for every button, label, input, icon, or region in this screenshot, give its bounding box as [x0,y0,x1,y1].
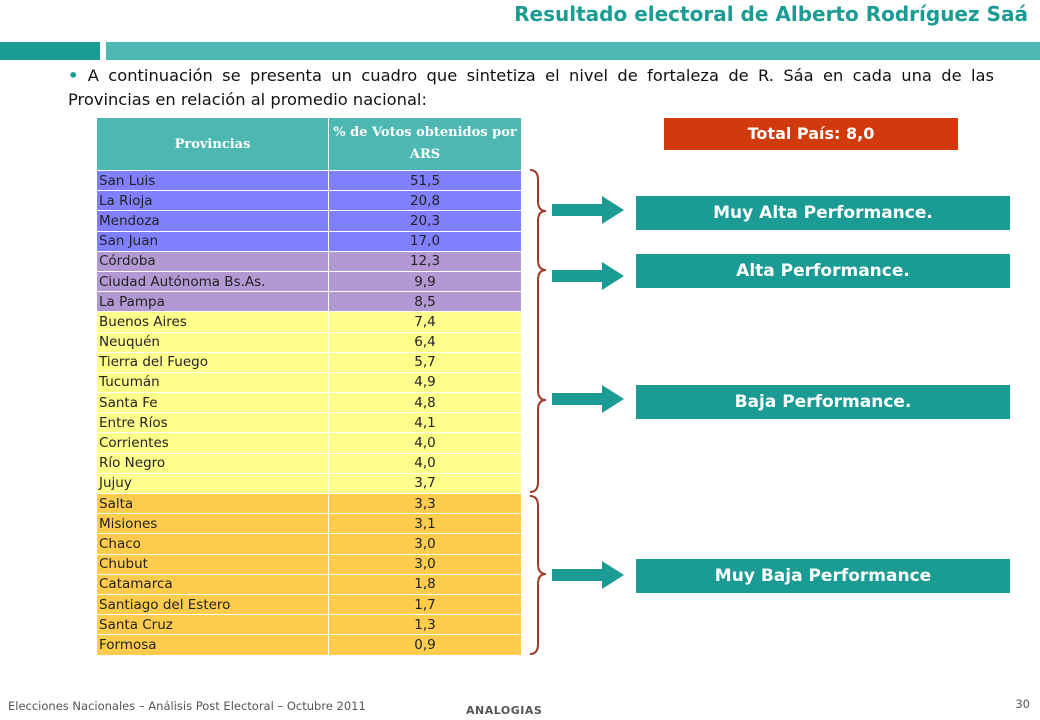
vote-percent-cell: 20,8 [328,190,522,212]
page-number: 30 [1015,697,1030,711]
arrow-right-icon [552,561,624,589]
table-header-row: Provincias % de Votos obtenidos por ARS [96,117,522,171]
arrow-right-icon [552,385,624,413]
table-row: Jujuy 3,7 [96,472,522,495]
table-row: San Luis 51,5 [96,169,522,192]
table-row: Formosa 0,9 [96,634,522,656]
vote-percent-cell: 4,0 [328,432,522,454]
header-bar-right [106,42,1040,60]
vote-percent-cell: 1,7 [328,593,522,616]
vote-percent-cell: 4,0 [328,452,522,474]
label-muy-baja-performance: Muy Baja Performance [636,559,1010,593]
province-cell: San Luis [96,169,329,192]
table-row: Mendoza 20,3 [96,210,522,232]
province-cell: Neuquén [96,331,329,353]
province-cell: Misiones [96,513,329,535]
vote-percent-cell: 20,3 [328,210,522,232]
table-row: Santiago del Estero 1,7 [96,593,522,616]
vote-percent-cell: 0,9 [328,634,522,656]
table-row: Corrientes 4,0 [96,432,522,454]
table-row: Chubut 3,0 [96,553,522,575]
table-row: Tierra del Fuego 5,7 [96,351,522,373]
arrow-right-icon [552,262,624,290]
vote-percent-cell: 51,5 [328,169,522,192]
vote-percent-cell: 1,3 [328,614,522,636]
header-bar-left [0,42,100,60]
province-cell: Santa Cruz [96,614,329,636]
provinces-table: Provincias % de Votos obtenidos por ARS … [96,117,522,656]
vote-percent-cell: 3,7 [328,472,522,495]
table-row: Ciudad Autónoma Bs.As. 9,9 [96,270,522,293]
vote-percent-cell: 9,9 [328,270,522,293]
table-row: Buenos Aires 7,4 [96,311,522,333]
province-cell: La Pampa [96,291,329,313]
brand-logo-text: ANALOGIAS [466,704,543,717]
vote-percent-cell: 3,1 [328,513,522,535]
table-row: Santa Fe 4,8 [96,392,522,414]
vote-percent-cell: 7,4 [328,311,522,333]
vote-percent-cell: 4,8 [328,392,522,414]
page-title: Resultado electoral de Alberto Rodríguez… [514,2,1028,26]
province-cell: Tierra del Fuego [96,351,329,373]
vote-percent-cell: 1,8 [328,573,522,595]
footer-text: Elecciones Nacionales – Análisis Post El… [8,699,366,713]
vote-percent-cell: 4,9 [328,371,522,394]
brace-high [529,169,547,493]
label-muy-alta-performance: Muy Alta Performance. [636,196,1010,230]
province-cell: San Juan [96,230,329,252]
table-row: La Rioja 20,8 [96,190,522,212]
province-cell: Jujuy [96,472,329,495]
vote-percent-cell: 6,4 [328,331,522,353]
arrow-right-icon [552,196,624,224]
vote-percent-cell: 3,0 [328,553,522,575]
table-row: Río Negro 4,0 [96,452,522,474]
province-cell: Río Negro [96,452,329,474]
vote-percent-cell: 5,7 [328,351,522,373]
vote-percent-cell: 17,0 [328,230,522,252]
table-row: Salta 3,3 [96,492,522,515]
province-cell: Santa Fe [96,392,329,414]
province-cell: Tucumán [96,371,329,394]
vote-percent-cell: 3,3 [328,492,522,515]
bullet-icon: • [68,66,79,85]
table-row: San Juan 17,0 [96,230,522,252]
table-row: Entre Ríos 4,1 [96,412,522,434]
table-row: Chaco 3,0 [96,533,522,555]
total-country-badge: Total País: 8,0 [664,118,958,150]
province-cell: Buenos Aires [96,311,329,333]
brace-low [529,495,547,655]
table-row: Santa Cruz 1,3 [96,614,522,636]
province-cell: Córdoba [96,250,329,272]
table-row: La Pampa 8,5 [96,291,522,313]
province-cell: Formosa [96,634,329,656]
table-row: Neuquén 6,4 [96,331,522,353]
label-alta-performance: Alta Performance. [636,254,1010,288]
province-cell: La Rioja [96,190,329,212]
table-body: San Luis 51,5 La Rioja 20,8 Mendoza 20,3 San J… [96,169,522,656]
intro-text: A continuación se presenta un cuadro que… [68,66,994,109]
province-cell: Chaco [96,533,329,555]
province-cell: Corrientes [96,432,329,454]
vote-percent-cell: 3,0 [328,533,522,555]
province-cell: Catamarca [96,573,329,595]
table-row: Catamarca 1,8 [96,573,522,595]
label-baja-performance: Baja Performance. [636,385,1010,419]
province-cell: Mendoza [96,210,329,232]
vote-percent-cell: 4,1 [328,412,522,434]
province-cell: Santiago del Estero [96,593,329,616]
intro-paragraph: • A continuación se presenta un cuadro q… [68,64,994,112]
province-cell: Entre Ríos [96,412,329,434]
province-cell: Ciudad Autónoma Bs.As. [96,270,329,293]
vote-percent-cell: 12,3 [328,250,522,272]
province-cell: Salta [96,492,329,515]
table-row: Tucumán 4,9 [96,371,522,394]
province-cell: Chubut [96,553,329,575]
header-provinces: Provincias [96,117,329,171]
table-row: Misiones 3,1 [96,513,522,535]
header-votes: % de Votos obtenidos por ARS [328,117,522,171]
table-row: Córdoba 12,3 [96,250,522,272]
vote-percent-cell: 8,5 [328,291,522,313]
